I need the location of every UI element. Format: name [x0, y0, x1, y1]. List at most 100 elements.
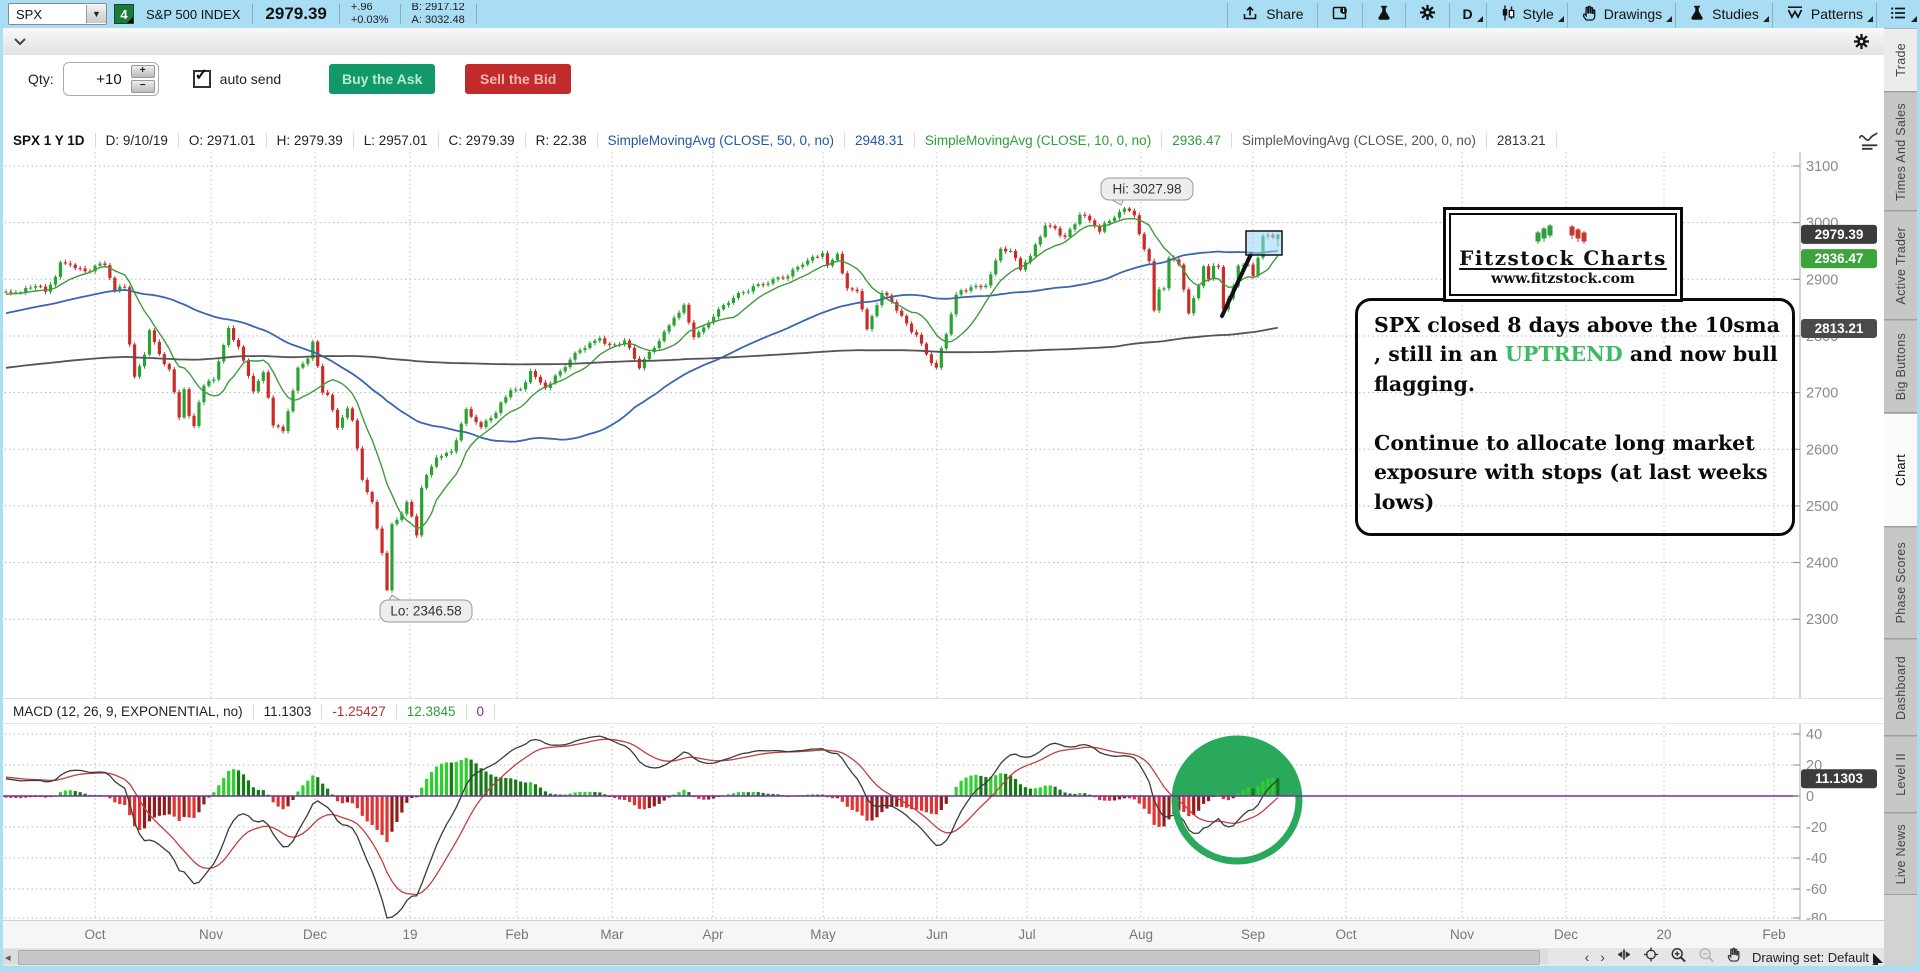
- page-right-icon[interactable]: ›: [1600, 949, 1605, 965]
- svg-text:0: 0: [1806, 789, 1814, 805]
- ohlc-segment: SPX 1 Y 1D: [3, 132, 96, 148]
- chart-tools: Share D Style Drawings Studies Patterns: [1227, 0, 1920, 28]
- resize-grip-icon[interactable]: [1873, 953, 1883, 963]
- time-axis-label: Feb: [1762, 927, 1786, 942]
- macd-segment: 0: [467, 703, 496, 719]
- crosshair-icon[interactable]: [1643, 947, 1659, 967]
- auto-send-label: auto send: [219, 71, 282, 87]
- quantity-stepper[interactable]: +10 + −: [62, 62, 159, 96]
- sell-the-bid-button[interactable]: Sell the Bid: [465, 64, 572, 94]
- sidebar-tab-label: Active Trader: [1893, 226, 1908, 305]
- time-axis-label: Dec: [1553, 927, 1579, 942]
- auto-send-checkbox[interactable]: ✓: [192, 67, 211, 88]
- svg-text:2700: 2700: [1806, 386, 1838, 402]
- note-text-post: and now bull flagging.: [1374, 342, 1778, 396]
- sidebar-tab-trade[interactable]: Trade: [1884, 28, 1917, 92]
- symbol-dropdown[interactable]: SPX ▼: [8, 3, 107, 25]
- share-icon: [1241, 5, 1259, 24]
- candle-width-icon[interactable]: [1616, 947, 1632, 967]
- sidebar-tab-big-buttons[interactable]: Big Buttons: [1884, 320, 1917, 413]
- sidebar-tab-label: Chart: [1893, 453, 1908, 487]
- svg-text:3100: 3100: [1806, 159, 1838, 175]
- sidebar-tab-phase-scores[interactable]: Phase Scores: [1884, 527, 1917, 639]
- change-block: +.96 +0.03%: [351, 1, 389, 26]
- chart-ohlc-header: SPX 1 Y 1D D: 9/10/19 O: 2971.01 H: 2979.39…: [3, 128, 1884, 152]
- svg-text:2900: 2900: [1806, 272, 1838, 288]
- time-axis-label: 19: [402, 927, 418, 942]
- time-axis-label: Apr: [702, 927, 724, 942]
- scroll-left-arrow-icon[interactable]: ◂: [5, 952, 11, 964]
- scrollbar-thumb[interactable]: [18, 950, 1540, 965]
- candles-icon: [1500, 5, 1516, 24]
- toolbar-share-button[interactable]: Share: [1227, 0, 1316, 28]
- sidebar-tab-label: Big Buttons: [1893, 332, 1908, 401]
- dropdown-corner-icon: [1762, 9, 1769, 25]
- linked-group-badge[interactable]: 4: [114, 4, 134, 24]
- sidebar-tab-chart[interactable]: Chart: [1884, 413, 1917, 527]
- svg-text:2600: 2600: [1806, 442, 1838, 458]
- dropdown-corner-icon: [1911, 9, 1917, 25]
- toolbar-label: Drawings: [1603, 6, 1663, 22]
- toolbar-style-button[interactable]: Style: [1485, 0, 1567, 28]
- analysis-note-box: SPX closed 8 days above the 10sma , stil…: [1355, 298, 1795, 536]
- gadget-sidebar: Trade Times And Sales Active Trader Big But…: [1884, 28, 1917, 966]
- qty-decrease-button[interactable]: −: [130, 80, 155, 93]
- menu-icon: [1890, 5, 1907, 24]
- buy-the-ask-button[interactable]: Buy the Ask: [329, 64, 436, 94]
- chart-scrollbar[interactable]: ◂: [3, 949, 1548, 965]
- sidebar-tab-level-ii[interactable]: Level II: [1884, 736, 1917, 813]
- zoom-out-icon: [1698, 947, 1715, 968]
- chart-settings-gear-icon[interactable]: [1853, 33, 1870, 55]
- sidebar-tab-label: Level II: [1893, 753, 1908, 796]
- drawing-set-selector[interactable]: Drawing set: Default: [1752, 950, 1878, 965]
- macd-segment: 11.1303: [254, 703, 323, 719]
- pan-hand-icon[interactable]: [1726, 947, 1741, 967]
- gear-icon[interactable]: [1404, 0, 1449, 28]
- sidebar-tab-live-news[interactable]: Live News: [1884, 813, 1917, 895]
- ohlc-segment: L: 2957.01: [354, 132, 439, 148]
- panel-info-icon[interactable]: [1316, 0, 1362, 28]
- collapse-chevron-icon[interactable]: [13, 35, 27, 53]
- symbol-value: SPX: [16, 6, 43, 22]
- sidebar-tab-label: Live News: [1893, 823, 1908, 885]
- qty-increase-button[interactable]: +: [130, 65, 155, 78]
- toolbar-studies-button[interactable]: Studies: [1675, 0, 1772, 28]
- patterns-icon: [1786, 5, 1804, 24]
- menu-icon[interactable]: [1876, 0, 1920, 28]
- chart-style-icon[interactable]: [1858, 130, 1880, 155]
- page-left-icon[interactable]: ‹: [1584, 949, 1590, 965]
- chevron-down-icon[interactable]: ▼: [86, 5, 106, 23]
- svg-text:40: 40: [1806, 727, 1822, 743]
- logo-url: www.fitzstock.com: [1491, 270, 1635, 287]
- svg-text:2300: 2300: [1806, 612, 1838, 628]
- time-axis-label: 20: [1656, 927, 1672, 942]
- svg-text:2400: 2400: [1806, 556, 1838, 572]
- sidebar-tab-times-and-sales[interactable]: Times And Sales: [1884, 92, 1917, 211]
- auto-send-control[interactable]: ✓ auto send: [192, 67, 282, 88]
- macd-segment: MACD (12, 26, 9, EXPONENTIAL, no): [3, 703, 254, 719]
- zoom-in-icon[interactable]: [1670, 947, 1687, 968]
- sidebar-tab-active-trader[interactable]: Active Trader: [1884, 211, 1917, 320]
- svg-text:2500: 2500: [1806, 499, 1838, 515]
- svg-text:11.1303: 11.1303: [1815, 771, 1864, 786]
- flag-highlight-box: [1245, 230, 1283, 256]
- toolbar-patterns-button[interactable]: Patterns: [1771, 0, 1876, 28]
- time-axis-label: Mar: [600, 927, 624, 942]
- sidebar-tab-label: Trade: [1893, 43, 1908, 77]
- toolbar-drawings-button[interactable]: Drawings: [1566, 0, 1675, 28]
- time-axis: Oct Nov Dec 19 Feb Mar Apr May Jun Jul Aug Sep Oct No…: [0, 920, 1884, 949]
- toolbar-d-button[interactable]: D: [1448, 0, 1486, 28]
- time-axis-label: Sep: [1240, 927, 1266, 942]
- hand-icon: [1581, 5, 1597, 24]
- ask-value: A: 3032.48: [411, 14, 465, 26]
- order-entry-bar: Qty: +10 + − ✓ auto send Buy the Ask Sel…: [3, 55, 1884, 103]
- sidebar-tab-label: Dashboard: [1893, 655, 1908, 720]
- macd-value-line: [5, 735, 1279, 919]
- sidebar-tab-label: Phase Scores: [1893, 542, 1908, 624]
- sidebar-tab-dashboard[interactable]: Dashboard: [1884, 639, 1917, 736]
- ohlc-segment: 2813.21: [1487, 132, 1557, 148]
- beaker-icon[interactable]: [1361, 0, 1405, 28]
- top-toolbar: SPX ▼ 4 S&P 500 INDEX 2979.39 +.96 +0.03…: [0, 0, 1920, 28]
